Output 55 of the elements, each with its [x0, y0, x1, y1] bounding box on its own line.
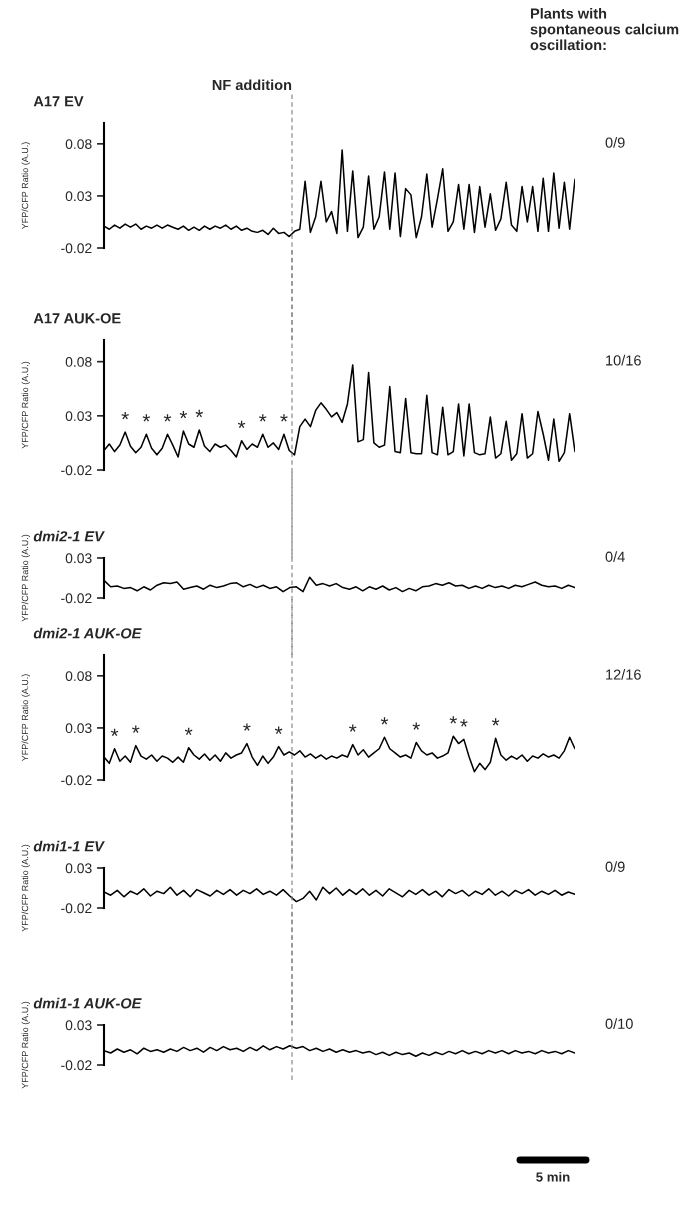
y-tick-label: 0.03	[65, 1020, 92, 1031]
y-tick-label: -0.02	[61, 243, 92, 254]
text: Plants with spontaneous calcium oscillation:	[530, 8, 679, 51]
y-tick-label: 0.03	[65, 723, 92, 734]
chart-title: dmi1-1 AUK-OE	[33, 997, 142, 1009]
chart-title: A17 AUK-OE	[33, 313, 121, 324]
text: 10/16	[606, 354, 641, 366]
text: 0/10	[605, 1018, 633, 1029]
y-tick-label: 0.03	[65, 411, 92, 421]
data-label: *	[110, 728, 119, 737]
y-axis-title: YFP/CFP Ratio (A.U.)	[21, 844, 30, 932]
y-tick-label: -0.02	[61, 465, 92, 476]
text: 5 min	[536, 1172, 570, 1182]
data-label: *	[142, 414, 151, 422]
text: 0/4	[605, 551, 625, 562]
data-label: *	[280, 414, 288, 422]
data-label: *	[491, 718, 500, 726]
y-tick-label: 0.03	[65, 553, 92, 564]
data-label: *	[132, 725, 140, 733]
y-axis-title: YFP/CFP Ratio (A.U.)	[21, 361, 30, 449]
data-label: *	[412, 722, 420, 730]
y-tick-label: 0.03	[65, 191, 92, 202]
chart-title: A17 EV	[33, 96, 84, 107]
y-tick-label: 0.08	[65, 139, 92, 149]
text: 12/16	[606, 669, 641, 680]
data-label: *	[349, 724, 357, 732]
y-tick-label: 0.08	[65, 671, 92, 681]
y-tick-label: -0.02	[61, 593, 92, 604]
y-axis-title: YFP/CFP Ratio (A.U.)	[21, 142, 30, 230]
data-label: *	[184, 727, 193, 735]
data-label: *	[460, 719, 468, 727]
text: 0/9	[605, 137, 625, 148]
y-tick-label: 0.08	[65, 357, 92, 367]
y-axis-title: YFP/CFP Ratio (A.U.)	[21, 674, 30, 762]
data-label: *	[179, 410, 188, 419]
y-tick-label: 0.03	[65, 863, 92, 874]
y-tick-label: -0.02	[61, 1060, 92, 1071]
y-axis-title: YFP/CFP Ratio (A.U.)	[21, 1001, 30, 1089]
text: NF addition	[212, 79, 292, 91]
data-label: *	[163, 414, 172, 422]
data-label: *	[274, 726, 283, 734]
y-tick-label: -0.02	[61, 903, 92, 914]
y-axis-title: YFP/CFP Ratio (A.U.)	[21, 534, 30, 622]
data-label: *	[121, 412, 129, 420]
chart-title: dmi2-1 EV	[33, 530, 105, 542]
chart-title: dmi2-1 AUK-OE	[33, 627, 142, 639]
data-label: *	[259, 414, 267, 422]
data-label: *	[243, 723, 251, 731]
data-label: *	[195, 409, 203, 418]
data-label: *	[380, 717, 389, 725]
text: 0/9	[605, 861, 625, 872]
y-tick-label: -0.02	[61, 775, 92, 786]
data-label: *	[237, 420, 246, 429]
data-label: *	[449, 716, 458, 724]
chart-title: dmi1-1 EV	[33, 840, 105, 852]
